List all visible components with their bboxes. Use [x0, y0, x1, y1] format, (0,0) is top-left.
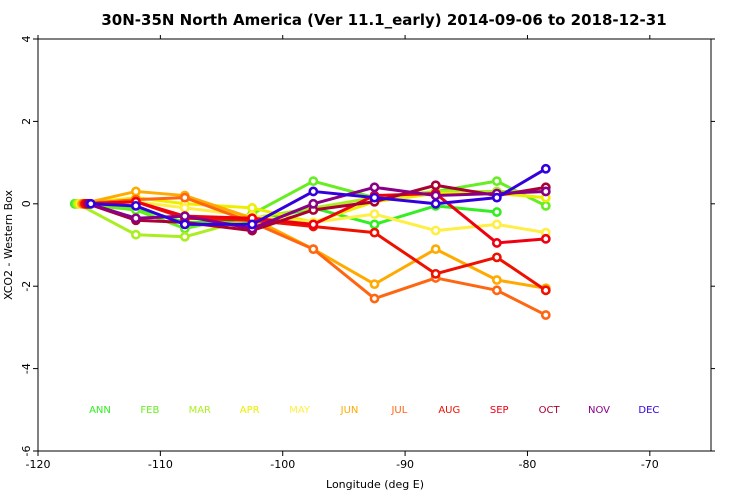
x-tick-label: -100 [270, 458, 295, 471]
data-point [308, 198, 319, 209]
legend-entry: MAR [189, 405, 211, 416]
data-point [308, 219, 319, 230]
data-point [179, 203, 190, 213]
x-axis-label: Longitude (deg E) [326, 478, 424, 491]
data-point [247, 203, 258, 213]
y-tick-label: 0 [20, 200, 33, 207]
data-point [540, 285, 551, 296]
legend-entry: SEP [490, 405, 509, 416]
x-tick-label: -80 [518, 458, 536, 471]
data-point [308, 186, 319, 197]
data-point [540, 186, 551, 197]
legend-entry: OCT [539, 405, 561, 416]
data-point [179, 192, 190, 203]
x-tick-label: -120 [26, 458, 51, 471]
data-point [130, 229, 141, 240]
data-point [369, 227, 380, 238]
data-point [369, 209, 380, 219]
series-layer [69, 163, 551, 320]
legend-entry: ANN [89, 405, 111, 416]
data-point [369, 219, 380, 230]
legend: ANN FEB MAR APR MAY JUN JUL AUG SEP OCT NOV DEC [89, 405, 659, 416]
data-point [430, 180, 441, 191]
series-line [90, 167, 547, 226]
legend-entry: DEC [638, 405, 659, 416]
x-tick-label: -110 [148, 458, 173, 471]
data-point [491, 219, 502, 230]
data-point [430, 244, 441, 255]
data-point [540, 233, 551, 244]
data-point [491, 238, 502, 248]
legend-entry: JUL [390, 405, 407, 416]
data-point [369, 279, 380, 290]
legend-entry: MAY [289, 405, 311, 416]
chart-title: 30N-35N North America (Ver 11.1_early) 2… [101, 11, 666, 29]
legend-entry: APR [240, 405, 260, 416]
legend-entry: NOV [588, 405, 610, 416]
data-point [369, 192, 380, 203]
x-tick-label: -90 [396, 458, 414, 471]
y-tick-label: -6 [20, 446, 33, 457]
data-point [369, 293, 380, 304]
data-point [179, 211, 190, 222]
data-point [491, 285, 502, 296]
legend-entry: AUG [438, 405, 460, 416]
data-point [308, 176, 319, 187]
data-point [247, 219, 258, 230]
data-point [540, 163, 551, 174]
data-point [85, 198, 96, 209]
series-jul [78, 192, 551, 320]
data-point [369, 182, 380, 193]
legend-entry: JUN [340, 405, 359, 416]
plot-frame [37, 38, 712, 452]
data-point [430, 190, 441, 201]
y-tick-label: 4 [20, 36, 33, 43]
y-axis-label: XCO2 - Western Box [2, 189, 15, 300]
y-tick-label: -4 [20, 363, 33, 374]
data-point [430, 198, 441, 209]
data-point [540, 200, 551, 211]
data-point [130, 186, 141, 197]
x-tick-label: -70 [641, 458, 659, 471]
data-point [179, 219, 190, 230]
y-tick-label: 2 [20, 118, 33, 125]
data-point [430, 225, 441, 236]
legend-entry: FEB [140, 405, 159, 416]
series-dec [85, 163, 551, 230]
data-point [491, 252, 502, 263]
data-point [491, 176, 502, 187]
data-point [430, 268, 441, 279]
data-point [130, 213, 141, 224]
data-point [130, 200, 141, 211]
data-point [491, 207, 502, 217]
data-point [491, 192, 502, 203]
y-tick-label: -2 [20, 281, 33, 292]
data-point [179, 231, 190, 242]
axis-ticks: -120 -110 -100 -90 -80 -70 -6 -4 -2 0 2 4 [20, 35, 715, 471]
data-point [308, 244, 319, 255]
data-point [491, 275, 502, 285]
data-point [540, 310, 551, 320]
